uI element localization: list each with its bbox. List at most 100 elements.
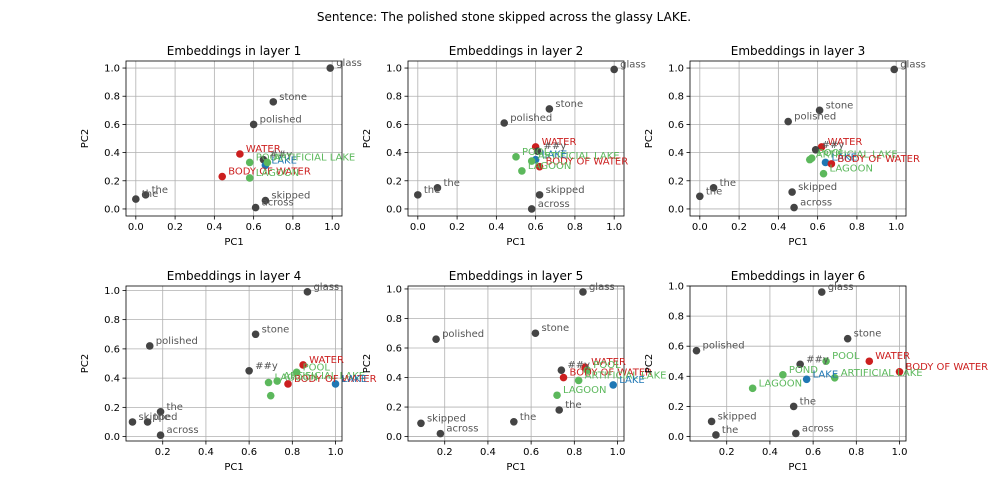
data-point xyxy=(895,367,904,376)
data-point xyxy=(531,329,540,338)
data-point xyxy=(218,172,227,181)
data-point xyxy=(433,184,442,192)
x-tick-label: 0.2 xyxy=(437,447,453,458)
axes-frame xyxy=(407,285,625,442)
data-point xyxy=(263,158,272,167)
x-tick-label: 1.0 xyxy=(610,447,626,458)
data-point xyxy=(830,373,839,382)
data-point xyxy=(748,384,757,393)
subplot-title: Embeddings in layer 2 xyxy=(449,44,583,58)
data-point-label: BODY OF WATER xyxy=(294,374,377,385)
data-point-label: BODY OF WATER xyxy=(837,154,920,165)
subplot-layer-3: 0.0 0.2 0.4 0.6 0.8 1.0 0.0 0.2 0.4 0.6 0.8 1.0 Embe… xyxy=(644,44,926,248)
data-point-label: skipped xyxy=(546,185,585,196)
data-point-label: skipped xyxy=(798,182,837,193)
y-tick-label: 0.0 xyxy=(668,432,684,443)
data-point-label: ARTIFICIAL LAKE xyxy=(273,152,355,163)
data-point-label: LAGOON xyxy=(275,373,318,384)
data-point xyxy=(284,380,292,388)
data-point xyxy=(821,158,830,167)
y-tick-label: 1.0 xyxy=(104,286,120,297)
data-point-label: skipped xyxy=(427,413,466,424)
data-point xyxy=(261,196,270,205)
data-point xyxy=(692,346,701,355)
y-tick-label: 0.6 xyxy=(104,120,120,131)
y-axis-label: PC2 xyxy=(80,354,91,373)
y-tick-label: 0.8 xyxy=(386,314,402,325)
axes-frame xyxy=(125,60,343,217)
data-point-label: WATER xyxy=(542,137,577,148)
y-tick-label: 0.0 xyxy=(386,204,402,215)
data-point-label: LAGOON xyxy=(759,378,802,389)
data-point xyxy=(610,65,618,74)
x-tick-label: 0.6 xyxy=(528,222,544,233)
x-tick-label: 0.8 xyxy=(566,447,582,458)
data-point-label: glass xyxy=(313,282,339,293)
subplot-layer-4: 0.2 0.4 0.6 0.8 1.0 0.0 0.2 0.4 0.6 0.8 1.0 Embeddi… xyxy=(80,269,377,473)
x-tick-label: 0.4 xyxy=(488,222,504,233)
data-point-label: POOL xyxy=(256,152,284,163)
data-point-label: ARTIFICIAL LAKE xyxy=(538,151,620,162)
y-tick-label: 0.4 xyxy=(104,148,120,159)
data-point xyxy=(802,375,811,384)
data-point-label: across xyxy=(167,425,199,436)
x-tick-label: 0.6 xyxy=(246,222,262,233)
data-point xyxy=(518,167,526,175)
y-tick-label: 0.8 xyxy=(668,92,684,103)
data-point-label: stone xyxy=(555,99,583,110)
data-point xyxy=(500,119,509,127)
data-point-label: POND xyxy=(789,365,818,376)
data-point-label: polished xyxy=(260,114,302,125)
data-point xyxy=(436,429,445,438)
data-point-label: stone xyxy=(854,329,882,340)
data-point xyxy=(788,188,796,196)
y-tick-label: 0.4 xyxy=(386,148,402,159)
data-point-label: ##y xyxy=(255,361,278,372)
data-point-label: the xyxy=(152,185,168,196)
data-point-label: stone xyxy=(826,100,854,111)
data-point-label: ##y xyxy=(806,354,829,365)
subplot-layer-6: 0.2 0.4 0.6 0.8 1.0 0.0 0.2 0.4 0.6 0.8 1.0 Embeddi… xyxy=(644,269,988,473)
data-point-label: ##y xyxy=(269,150,292,161)
data-point-label: LAGOON xyxy=(256,168,299,179)
data-point xyxy=(707,417,716,426)
y-tick-label: 1.0 xyxy=(386,64,402,75)
data-point-label: BODY OF WATER xyxy=(546,157,629,168)
data-point-label: stone xyxy=(262,324,290,335)
y-tick-label: 1.0 xyxy=(104,64,120,75)
subplot-layer-5: 0.2 0.4 0.6 0.8 1.0 0.0 0.2 0.4 0.6 0.8 1.0 Embeddi… xyxy=(362,269,667,473)
x-tick-label: 0.2 xyxy=(731,222,747,233)
data-point-label: POOL xyxy=(303,362,331,373)
data-point-label: stone xyxy=(541,323,569,334)
data-point-label: skipped xyxy=(271,191,310,202)
y-tick-label: 0.2 xyxy=(104,403,120,414)
data-point-label: ##y xyxy=(822,140,845,151)
data-point xyxy=(326,64,335,72)
data-point xyxy=(696,192,704,201)
y-tick-label: 0.2 xyxy=(386,403,402,414)
data-point xyxy=(811,145,820,154)
data-point-label: across xyxy=(538,199,570,210)
y-axis-label: PC2 xyxy=(362,129,373,148)
data-point-label: POOL xyxy=(832,351,860,362)
y-tick-label: 1.0 xyxy=(386,284,402,295)
x-axis-label: PC1 xyxy=(788,462,807,473)
subplot-title: Embeddings in layer 3 xyxy=(731,44,865,58)
data-point xyxy=(264,378,273,387)
y-tick-label: 0.4 xyxy=(668,148,684,159)
x-tick-label: 0.4 xyxy=(770,222,786,233)
y-tick-label: 0.2 xyxy=(386,176,402,187)
data-point-label: LAKE xyxy=(813,369,839,380)
x-tick-label: 0.8 xyxy=(284,447,300,458)
data-point-label: polished xyxy=(702,341,744,352)
data-point-label: glass xyxy=(620,59,646,70)
x-tick-label: 0.2 xyxy=(167,222,183,233)
data-point-label: LAKE xyxy=(342,374,368,385)
data-point xyxy=(827,160,836,168)
data-point-label: WATER xyxy=(246,144,281,155)
data-point xyxy=(712,431,720,439)
data-point-label: the xyxy=(722,425,738,436)
data-point-label: skipped xyxy=(718,411,757,422)
data-point xyxy=(417,419,425,428)
